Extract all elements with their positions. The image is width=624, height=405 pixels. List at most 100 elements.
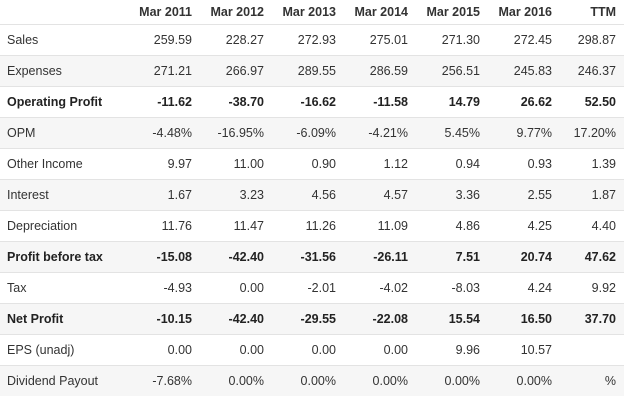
cell-value: 11.26 (272, 210, 344, 242)
cell-value: 266.97 (200, 55, 272, 87)
cell-value: 286.59 (344, 55, 416, 87)
cell-value: 47.62 (560, 241, 624, 273)
row-sales: Sales 259.59 228.27 272.93 275.01 271.30… (0, 24, 624, 56)
cell-value: -4.93 (128, 272, 200, 304)
row-label: Other Income (0, 148, 128, 180)
header-mar-2011: Mar 2011 (128, 0, 200, 25)
cell-value: 246.37 (560, 55, 624, 87)
row-label: Depreciation (0, 210, 128, 242)
row-label: Dividend Payout (0, 365, 128, 396)
cell-value: -11.58 (344, 86, 416, 118)
cell-value: -7.68% (128, 365, 200, 396)
cell-value: 4.86 (416, 210, 488, 242)
row-label: Sales (0, 24, 128, 56)
cell-value: -16.95% (200, 117, 272, 149)
row-label: Interest (0, 179, 128, 211)
cell-value: -15.08 (128, 241, 200, 273)
cell-value: 0.94 (416, 148, 488, 180)
cell-value: -4.02 (344, 272, 416, 304)
cell-value: 0.00% (200, 365, 272, 396)
cell-value: 11.47 (200, 210, 272, 242)
cell-value: 272.93 (272, 24, 344, 56)
cell-value: 5.45% (416, 117, 488, 149)
cell-value: 4.40 (560, 210, 624, 242)
row-expenses: Expenses 271.21 266.97 289.55 286.59 256… (0, 55, 624, 87)
cell-value: 9.77% (488, 117, 560, 149)
cell-value: 271.30 (416, 24, 488, 56)
cell-value: 259.59 (128, 24, 200, 56)
cell-value: 0.00 (128, 334, 200, 366)
cell-value: 9.97 (128, 148, 200, 180)
cell-value: 245.83 (488, 55, 560, 87)
cell-value: 1.87 (560, 179, 624, 211)
cell-value: -38.70 (200, 86, 272, 118)
cell-value: 2.55 (488, 179, 560, 211)
row-profit-before-tax: Profit before tax -15.08 -42.40 -31.56 -… (0, 241, 624, 273)
header-mar-2016: Mar 2016 (488, 0, 560, 25)
cell-value: 20.74 (488, 241, 560, 273)
cell-value: 0.00 (272, 334, 344, 366)
cell-value: 11.09 (344, 210, 416, 242)
cell-value: 17.20% (560, 117, 624, 149)
row-label: Profit before tax (0, 241, 128, 273)
cell-value: -8.03 (416, 272, 488, 304)
row-other-income: Other Income 9.97 11.00 0.90 1.12 0.94 0… (0, 148, 624, 180)
cell-value: 26.62 (488, 86, 560, 118)
cell-value: 0.00 (344, 334, 416, 366)
cell-value: 3.23 (200, 179, 272, 211)
cell-value: 1.12 (344, 148, 416, 180)
row-label: OPM (0, 117, 128, 149)
cell-value: 3.36 (416, 179, 488, 211)
cell-value: 272.45 (488, 24, 560, 56)
row-operating-profit: Operating Profit -11.62 -38.70 -16.62 -1… (0, 86, 624, 118)
cell-value: 37.70 (560, 303, 624, 335)
cell-value: -4.21% (344, 117, 416, 149)
cell-value: -6.09% (272, 117, 344, 149)
cell-value: -26.11 (344, 241, 416, 273)
cell-value: -29.55 (272, 303, 344, 335)
cell-value: 4.24 (488, 272, 560, 304)
header-mar-2014: Mar 2014 (344, 0, 416, 25)
header-mar-2012: Mar 2012 (200, 0, 272, 25)
cell-value: 7.51 (416, 241, 488, 273)
cell-value: % (560, 365, 624, 396)
cell-value: 4.57 (344, 179, 416, 211)
cell-value: -42.40 (200, 303, 272, 335)
cell-value: 4.25 (488, 210, 560, 242)
row-label: Expenses (0, 55, 128, 87)
cell-value: 1.39 (560, 148, 624, 180)
cell-value: 0.93 (488, 148, 560, 180)
cell-value: 0.00% (344, 365, 416, 396)
header-corner (0, 0, 128, 25)
cell-value: 0.00% (488, 365, 560, 396)
row-tax: Tax -4.93 0.00 -2.01 -4.02 -8.03 4.24 9.… (0, 272, 624, 304)
cell-value: 15.54 (416, 303, 488, 335)
row-opm: OPM -4.48% -16.95% -6.09% -4.21% 5.45% 9… (0, 117, 624, 149)
row-label: Tax (0, 272, 128, 304)
cell-value: -10.15 (128, 303, 200, 335)
cell-value: 0.00% (272, 365, 344, 396)
row-depreciation: Depreciation 11.76 11.47 11.26 11.09 4.8… (0, 210, 624, 242)
cell-value: 0.00 (200, 334, 272, 366)
header-mar-2015: Mar 2015 (416, 0, 488, 25)
cell-value: 11.76 (128, 210, 200, 242)
cell-value: 271.21 (128, 55, 200, 87)
cell-value: 4.56 (272, 179, 344, 211)
cell-value: 9.92 (560, 272, 624, 304)
cell-value: 11.00 (200, 148, 272, 180)
row-eps-unadj: EPS (unadj) 0.00 0.00 0.00 0.00 9.96 10.… (0, 334, 624, 366)
cell-value: 0.00% (416, 365, 488, 396)
cell-value: 228.27 (200, 24, 272, 56)
row-net-profit: Net Profit -10.15 -42.40 -29.55 -22.08 1… (0, 303, 624, 335)
header-mar-2013: Mar 2013 (272, 0, 344, 25)
cell-value: 14.79 (416, 86, 488, 118)
cell-value: 9.96 (416, 334, 488, 366)
row-label: Operating Profit (0, 86, 128, 118)
cell-value: -42.40 (200, 241, 272, 273)
cell-value: 256.51 (416, 55, 488, 87)
cell-value: -2.01 (272, 272, 344, 304)
cell-value: -16.62 (272, 86, 344, 118)
row-label: Net Profit (0, 303, 128, 335)
financials-table: Mar 2011 Mar 2012 Mar 2013 Mar 2014 Mar … (0, 0, 624, 396)
header-ttm: TTM (560, 0, 624, 25)
